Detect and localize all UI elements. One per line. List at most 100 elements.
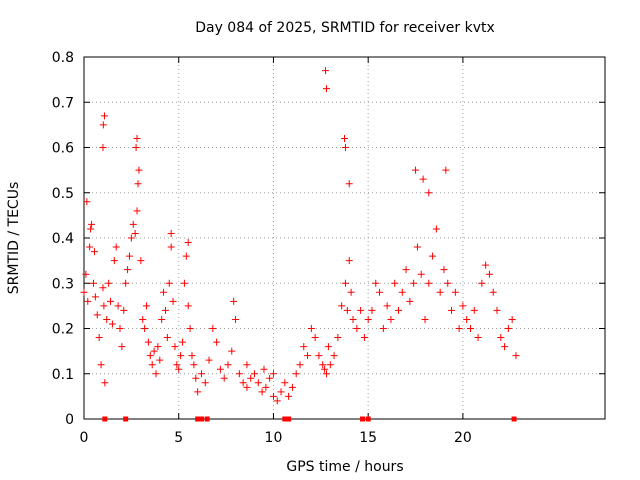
data-point xyxy=(90,248,98,256)
data-point xyxy=(146,352,154,360)
data-point xyxy=(254,379,262,387)
data-point xyxy=(99,144,107,151)
data-point xyxy=(360,334,368,342)
data-point xyxy=(190,361,198,369)
data-point xyxy=(82,270,90,278)
grid-layer xyxy=(84,57,605,419)
data-point xyxy=(112,243,120,251)
data-point xyxy=(474,334,482,342)
data-point xyxy=(406,297,414,305)
data-point xyxy=(349,315,357,323)
data-point xyxy=(243,383,251,391)
data-point xyxy=(269,370,277,378)
data-point xyxy=(100,112,108,120)
data-point xyxy=(330,352,338,360)
data-point xyxy=(501,343,509,351)
data-point xyxy=(186,325,194,332)
zero-marker xyxy=(282,416,288,422)
zero-marker xyxy=(286,416,292,422)
data-point xyxy=(504,325,512,332)
data-point xyxy=(224,361,232,369)
data-point xyxy=(169,297,177,305)
data-point xyxy=(167,243,175,251)
data-point xyxy=(156,356,164,364)
data-point xyxy=(311,334,319,342)
data-points xyxy=(80,67,520,405)
data-point xyxy=(319,361,327,369)
data-point xyxy=(353,325,361,332)
y-tick-label: 0.4 xyxy=(52,231,74,247)
data-point xyxy=(171,343,179,351)
data-point xyxy=(165,279,173,287)
x-tick-label: 20 xyxy=(454,430,472,446)
data-point xyxy=(345,257,353,265)
zero-marker xyxy=(102,416,108,422)
data-point xyxy=(489,288,497,296)
data-point xyxy=(440,266,448,274)
data-point xyxy=(444,279,452,287)
data-point xyxy=(133,134,141,142)
data-point xyxy=(141,325,149,332)
data-point xyxy=(260,365,268,373)
data-point xyxy=(247,374,255,382)
data-point xyxy=(383,302,391,310)
data-point xyxy=(100,302,108,310)
data-point xyxy=(512,352,520,360)
tick-layer: 0 0.1 0.2 0.3 0.4 0.5 0.6 0.7 0.8 0 5 10 15 20 xyxy=(52,50,605,446)
data-point xyxy=(315,352,323,360)
y-axis-label: SRMTID / TECUs xyxy=(6,182,22,295)
data-point xyxy=(432,225,440,233)
data-point xyxy=(230,297,238,305)
x-tick-label: 15 xyxy=(359,430,377,446)
data-point xyxy=(323,370,331,378)
data-point xyxy=(304,352,312,360)
data-point xyxy=(470,306,478,314)
data-point xyxy=(173,361,181,369)
y-tick-label: 0.5 xyxy=(52,186,74,202)
data-point xyxy=(160,288,168,296)
data-point xyxy=(421,315,429,323)
data-point xyxy=(97,361,105,369)
y-tick-label: 0.7 xyxy=(52,95,74,111)
data-point xyxy=(133,207,141,215)
data-point xyxy=(192,374,200,382)
data-point xyxy=(398,288,406,296)
data-point xyxy=(93,311,101,319)
data-point xyxy=(508,315,516,323)
zero-marker xyxy=(123,416,129,422)
data-point xyxy=(116,325,124,332)
data-point xyxy=(167,229,175,237)
data-point xyxy=(243,361,251,369)
data-point xyxy=(101,379,109,387)
data-point xyxy=(131,229,139,237)
data-point xyxy=(83,198,91,206)
data-point xyxy=(120,306,128,314)
x-axis-label: GPS time / hours xyxy=(286,459,403,475)
zero-marker xyxy=(198,416,204,422)
data-point xyxy=(273,397,281,405)
data-point xyxy=(182,252,190,260)
y-tick-label: 0.2 xyxy=(52,322,74,338)
data-point xyxy=(184,239,192,247)
data-point xyxy=(89,279,97,287)
data-point xyxy=(110,257,118,265)
data-point xyxy=(99,284,107,292)
data-point xyxy=(158,315,166,323)
data-point xyxy=(148,361,156,369)
data-point xyxy=(429,252,437,260)
data-point xyxy=(139,315,147,323)
data-point xyxy=(180,279,188,287)
data-point xyxy=(376,288,384,296)
data-point xyxy=(368,306,376,314)
data-point xyxy=(343,306,351,314)
data-point xyxy=(108,320,116,328)
y-tick-label: 0.3 xyxy=(52,276,74,292)
data-point xyxy=(387,315,395,323)
data-point xyxy=(194,388,202,396)
data-point xyxy=(197,370,205,378)
data-point xyxy=(161,306,169,314)
data-point xyxy=(80,288,88,296)
data-point xyxy=(220,374,228,382)
data-point xyxy=(228,347,236,355)
data-point xyxy=(419,175,427,183)
